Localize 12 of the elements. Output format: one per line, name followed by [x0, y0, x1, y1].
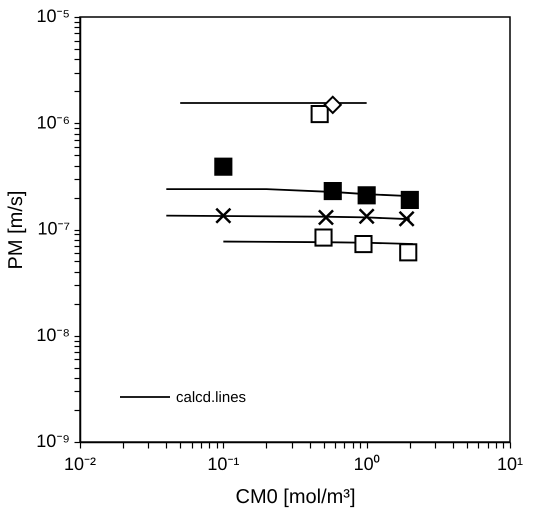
y-tick-label: 10⁻⁶ [36, 112, 70, 132]
x-tick-label: 10⁰ [354, 454, 380, 474]
y-tick-label: 10⁻⁸ [36, 324, 70, 345]
x-tick-label: 10¹ [496, 454, 524, 474]
x-tick-label: 10⁻¹ [207, 454, 240, 474]
x-axis-title: CM0 [mol/m³] [236, 486, 356, 508]
y-axis-title: PM [m/s] [4, 190, 27, 270]
y-tick-label: 10⁻⁹ [36, 431, 70, 451]
legend-label: calcd.lines [176, 389, 246, 406]
x-tick-label: 10⁻² [64, 454, 96, 474]
y-tick-label: 10⁻⁷ [37, 218, 70, 238]
y-tick-label: 10⁻⁵ [36, 6, 70, 26]
